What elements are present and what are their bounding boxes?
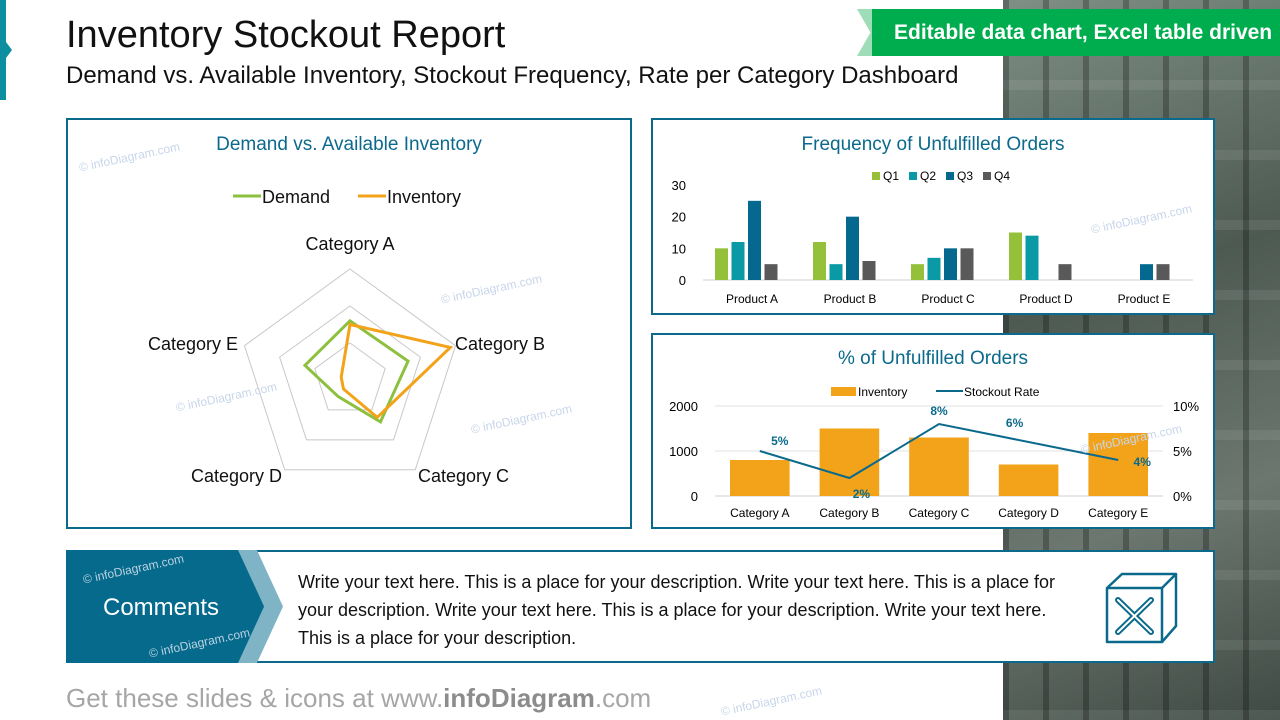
data-label: 4% <box>1134 455 1152 469</box>
radar-chart: Category A Category B Category C Category D… <box>148 187 545 486</box>
x-tick-label: Product D <box>1019 292 1073 306</box>
bar-q3 <box>748 200 761 280</box>
y-tick-label: 0 <box>679 273 686 288</box>
x-tick-label: Product A <box>726 292 778 306</box>
rate-title: % of Unfulfilled Orders <box>837 348 1029 369</box>
bar-q2 <box>1025 235 1039 280</box>
legend-label: Inventory <box>858 385 907 399</box>
page-title: Inventory Stockout Report <box>66 14 506 56</box>
data-label: 2% <box>853 487 871 501</box>
y-tick-label: 2000 <box>669 399 698 414</box>
watermark: © infoDiagram.com <box>719 683 824 719</box>
radar-series-demand <box>302 318 410 425</box>
bar-inventory <box>1088 433 1148 496</box>
bar-q2 <box>829 264 843 280</box>
bar-inventory <box>998 464 1059 496</box>
radar-panel: Demand vs. Available Inventory Category … <box>66 118 632 529</box>
radar-axis-label: Category B <box>455 334 545 354</box>
y2-tick-label: 0% <box>1173 489 1192 504</box>
legend-label: Inventory <box>387 187 461 207</box>
bar-inventory <box>819 428 880 496</box>
data-label: 5% <box>771 434 789 448</box>
bar-q1 <box>813 242 826 280</box>
x-tick-label: Product B <box>824 292 877 306</box>
legend-swatch <box>909 172 917 180</box>
radar-axis-label: Category D <box>191 466 282 486</box>
y-tick-label: 20 <box>672 210 686 225</box>
y2-tick-label: 5% <box>1173 444 1192 459</box>
y-tick-label: 1000 <box>669 444 698 459</box>
rate-chart: 0 1000 2000 0% 5% 10% Category A Category B Cate… <box>669 385 1199 520</box>
bar-q3 <box>1140 264 1153 280</box>
footer-link[interactable]: Get these slides & icons at www.infoDiag… <box>66 683 651 714</box>
legend-label: Q1 <box>883 169 899 183</box>
radar-series-inventory <box>339 322 454 420</box>
legend-swatch <box>872 172 880 180</box>
legend-swatch <box>831 387 856 396</box>
y-tick-label: 0 <box>691 489 698 504</box>
x-tick-label: Category A <box>730 506 789 520</box>
footer-prefix: Get these slides & icons at www. <box>66 683 444 713</box>
legend-swatch <box>946 172 954 180</box>
footer-brand: infoDiagram <box>443 683 595 713</box>
y-tick-label: 10 <box>672 241 686 256</box>
footer-suffix: .com <box>594 683 652 713</box>
x-tick-label: Product C <box>921 292 975 306</box>
x-tick-label: Product E <box>1118 292 1171 306</box>
bar-q4 <box>1156 264 1170 280</box>
frequency-title: Frequency of Unfulfilled Orders <box>801 134 1065 155</box>
legend-label: Stockout Rate <box>964 385 1040 399</box>
box-x-icon <box>1105 572 1178 644</box>
radar-gridline <box>279 305 421 441</box>
bar-q3 <box>944 248 957 280</box>
bar-q2 <box>927 257 941 280</box>
bar-inventory <box>730 460 790 496</box>
line-stockout-rate <box>759 422 1119 480</box>
bar-q1 <box>715 248 728 280</box>
frequency-chart: 0 10 20 30 Product A Product B Product C Produc… <box>672 169 1193 306</box>
comments-text[interactable]: Write your text here. This is a place fo… <box>298 572 1055 648</box>
rate-panel: % of Unfulfilled Orders 0 1000 2000 0% 5% 10%… <box>651 333 1215 529</box>
comments-header <box>66 550 281 663</box>
bar-q4 <box>764 264 778 280</box>
bar-q3 <box>846 216 859 280</box>
comments-label: Comments <box>103 594 220 621</box>
bar-q4 <box>862 261 876 280</box>
radar-axis-label: Category E <box>148 334 238 354</box>
data-label: 6% <box>1006 416 1024 430</box>
bar-q4 <box>1058 264 1072 280</box>
page-subtitle: Demand vs. Available Inventory, Stockout… <box>66 62 959 89</box>
x-tick-label: Category C <box>909 506 970 520</box>
bar-q2 <box>731 242 745 280</box>
legend-label: Q3 <box>957 169 973 183</box>
legend-label: Q4 <box>994 169 1010 183</box>
bar-inventory <box>909 437 969 496</box>
bar-q1 <box>911 264 924 280</box>
bar-q1 <box>1009 232 1022 280</box>
radar-axis-label: Category C <box>418 466 509 486</box>
frequency-panel: Frequency of Unfulfilled Orders 0 10 20 30 P… <box>651 118 1215 315</box>
legend-swatch <box>983 172 991 180</box>
comments-box: Comments © infoDiagram.com © infoDiagram… <box>66 550 1215 663</box>
x-tick-label: Category D <box>998 506 1059 520</box>
x-tick-label: Category E <box>1088 506 1148 520</box>
radar-axis-label: Category A <box>305 234 394 254</box>
editable-banner: Editable data chart, Excel table driven <box>872 9 1280 56</box>
radar-gridline <box>314 342 386 411</box>
legend-label: Demand <box>262 187 330 207</box>
y2-tick-label: 10% <box>1173 399 1199 414</box>
x-tick-label: Category B <box>819 506 879 520</box>
legend-label: Q2 <box>920 169 936 183</box>
radar-gridline <box>243 268 457 471</box>
bar-q4 <box>960 248 974 280</box>
radar-title: Demand vs. Available Inventory <box>216 134 482 155</box>
y-tick-label: 30 <box>672 178 686 193</box>
accent-bar <box>0 0 12 100</box>
data-label: 8% <box>930 404 948 418</box>
